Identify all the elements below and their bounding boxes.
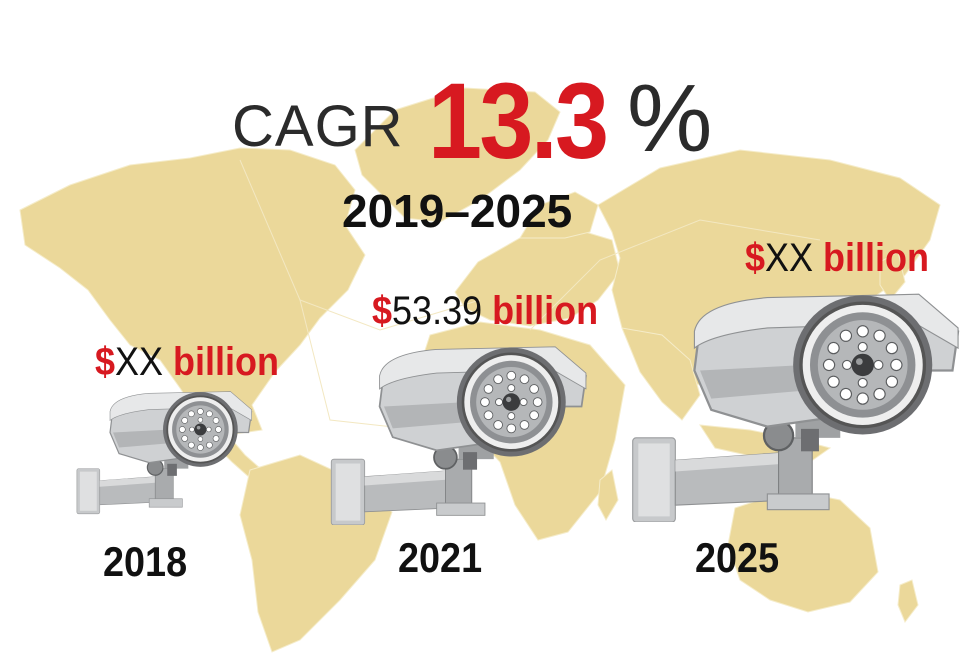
map-south-asia: [621, 327, 701, 421]
year-label-2018: 2018: [103, 538, 188, 585]
market-value-2025: $XX billion: [745, 236, 929, 281]
currency-symbol: $: [745, 236, 766, 280]
currency-symbol: $: [95, 340, 116, 384]
cctv-camera-icon-2021: [329, 345, 588, 525]
amount-value: XX: [115, 340, 164, 384]
cctv-camera-icon-2025: [631, 292, 960, 522]
cagr-label: CAGR: [232, 94, 404, 159]
map-madagascar: [597, 469, 619, 522]
map-japan: [879, 251, 906, 301]
currency-symbol: $: [372, 289, 393, 333]
cagr-percent-sign: %: [627, 65, 713, 172]
cctv-camera-icon-2018: [75, 390, 253, 515]
market-value-2018: $XX billion: [95, 340, 279, 385]
amount-value: XX: [765, 236, 814, 280]
year-label-2021: 2021: [398, 534, 483, 581]
map-europe: [454, 227, 621, 327]
map-new-zealand: [897, 579, 919, 623]
cagr-value: 13.3: [428, 60, 609, 181]
map-north-america: [19, 147, 366, 436]
year-label-2025: 2025: [695, 534, 780, 581]
amount-value: 53.39: [392, 289, 483, 333]
amount-unit: billion: [173, 340, 280, 384]
forecast-period: 2019–2025: [342, 185, 573, 237]
market-value-2021: $53.39 billion: [372, 289, 598, 334]
map-greenland: [354, 87, 561, 223]
amount-unit: billion: [823, 236, 930, 280]
amount-unit: billion: [492, 289, 599, 333]
